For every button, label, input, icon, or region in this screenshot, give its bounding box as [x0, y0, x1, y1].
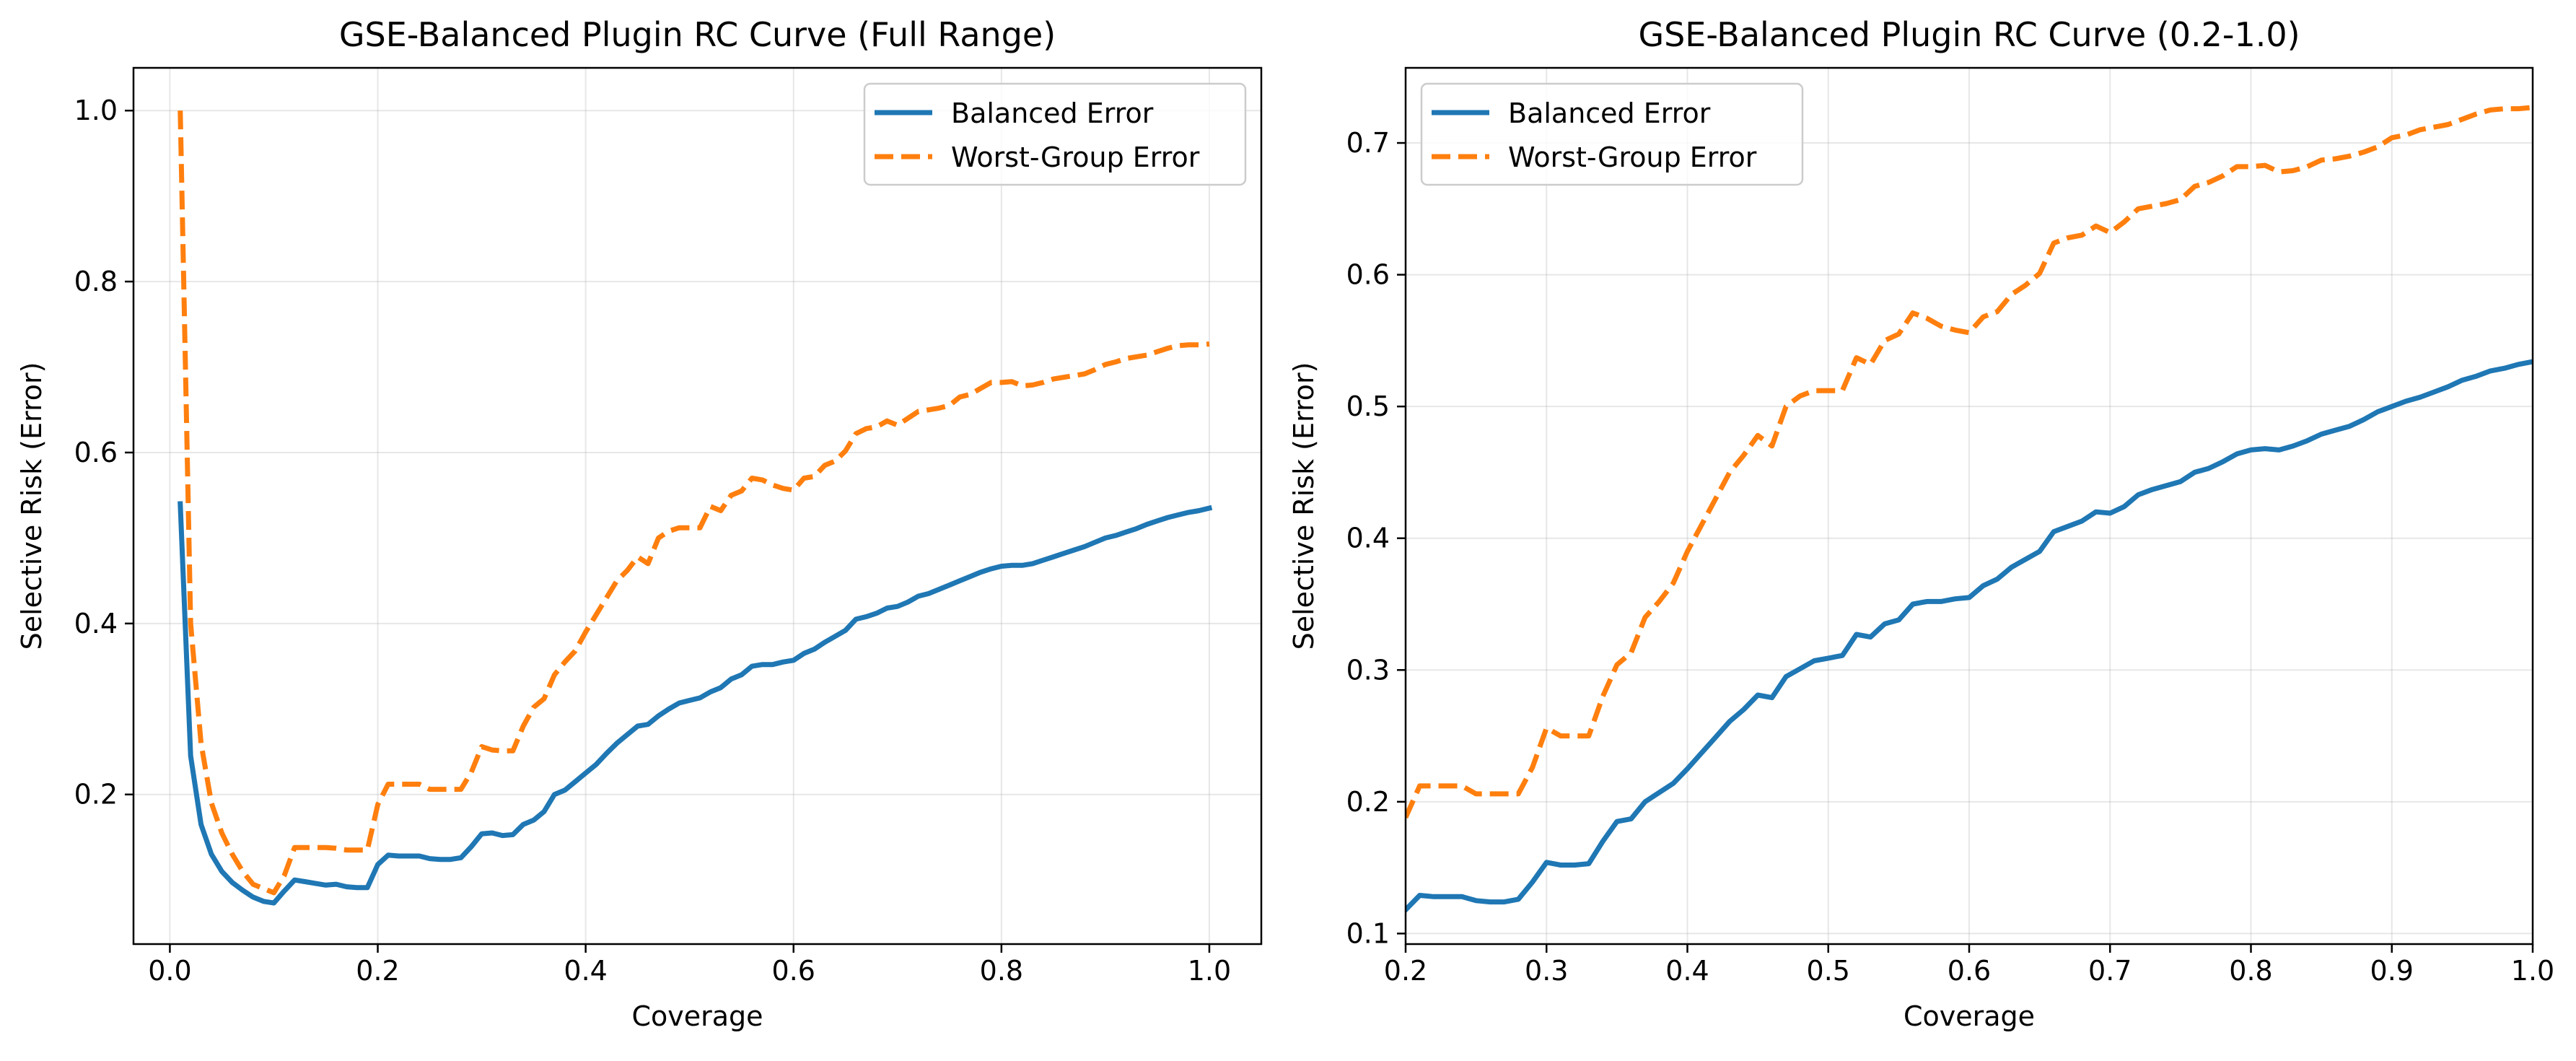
series-line-balanced-error: [1406, 359, 2533, 914]
axes-frame: [132, 66, 1263, 946]
y-axis-label: Selective Risk (Error): [16, 362, 48, 650]
y-tick-label: 0.5: [1346, 390, 1390, 422]
series-line-worst-group-error: [1406, 105, 2533, 819]
x-tick-label: 0.7: [2088, 955, 2132, 987]
x-tick-label: 0.4: [564, 955, 607, 987]
series-line-balanced-error: [178, 501, 1213, 906]
legend-box: [863, 82, 1247, 186]
y-tick-label: 1.0: [74, 95, 118, 126]
x-tick-label: 0.8: [2229, 955, 2272, 987]
y-tick-label: 0.1: [1346, 917, 1390, 949]
x-tick-label: 0.4: [1665, 955, 1709, 987]
x-tick-label: 0.6: [772, 955, 815, 987]
x-axis-label: Coverage: [1903, 1000, 2035, 1032]
x-axis-label: Coverage: [631, 1000, 763, 1032]
x-tick-label: 0.5: [1807, 955, 1850, 987]
y-tick-label: 0.8: [74, 266, 118, 297]
y-tick-label: 0.2: [1346, 786, 1390, 818]
x-tick-label: 0.0: [148, 955, 191, 987]
chart-title: GSE-Balanced Plugin RC Curve (0.2-1.0): [1638, 15, 2300, 54]
x-tick-label: 0.9: [2370, 955, 2414, 987]
y-tick-label: 0.2: [74, 779, 118, 811]
x-tick-label: 0.6: [1948, 955, 1991, 987]
legend-label: Balanced Error: [1508, 97, 1711, 129]
legend-label: Balanced Error: [951, 97, 1154, 129]
y-tick-label: 0.6: [74, 437, 118, 468]
y-tick-label: 0.4: [74, 608, 118, 639]
legend-box: [1420, 82, 1804, 186]
x-tick-label: 0.2: [1384, 955, 1427, 987]
x-tick-label: 1.0: [2511, 955, 2554, 987]
y-tick-label: 0.7: [1346, 127, 1390, 159]
y-tick-label: 0.6: [1346, 259, 1390, 291]
x-tick-label: 0.8: [980, 955, 1023, 987]
x-tick-label: 0.3: [1525, 955, 1568, 987]
y-axis-label: Selective Risk (Error): [1288, 362, 1320, 650]
legend-label: Worst-Group Error: [951, 141, 1200, 173]
y-tick-label: 0.4: [1346, 523, 1390, 554]
x-tick-label: 1.0: [1188, 955, 1231, 987]
chart-title: GSE-Balanced Plugin RC Curve (Full Range…: [339, 15, 1056, 54]
chart-panel-1: 0.0 0.2 0.4 0.6 0.8 1.0 0.2 0.4 0.6 0.8 1.0 GSE-Bal…: [16, 15, 1263, 1032]
legend: Balanced Error Worst-Group Error: [1420, 82, 1804, 186]
legend: Balanced Error Worst-Group Error: [863, 82, 1247, 186]
x-tick-label: 0.2: [356, 955, 399, 987]
legend-label: Worst-Group Error: [1508, 141, 1757, 173]
y-tick-label: 0.3: [1346, 654, 1390, 686]
chart-panel-2: 0.2 0.3 0.4 0.5 0.6 0.7 0.8 0.9 1.0 0.1 0.2 0.3 0.4 0…: [1288, 15, 2554, 1032]
series-line-worst-group-error: [178, 110, 1210, 896]
